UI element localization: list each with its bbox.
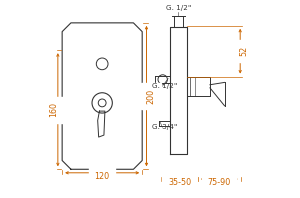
Text: 160: 160 [49,102,58,117]
Text: 200: 200 [147,89,156,104]
Text: G. 3/4": G. 3/4" [152,124,177,130]
Text: 52: 52 [240,46,249,56]
Text: 35-50: 35-50 [168,178,191,187]
Text: 75-90: 75-90 [208,178,231,187]
Text: G. 1/2": G. 1/2" [166,5,191,11]
Text: 120: 120 [94,172,110,181]
Text: G. 1/2": G. 1/2" [152,83,177,89]
